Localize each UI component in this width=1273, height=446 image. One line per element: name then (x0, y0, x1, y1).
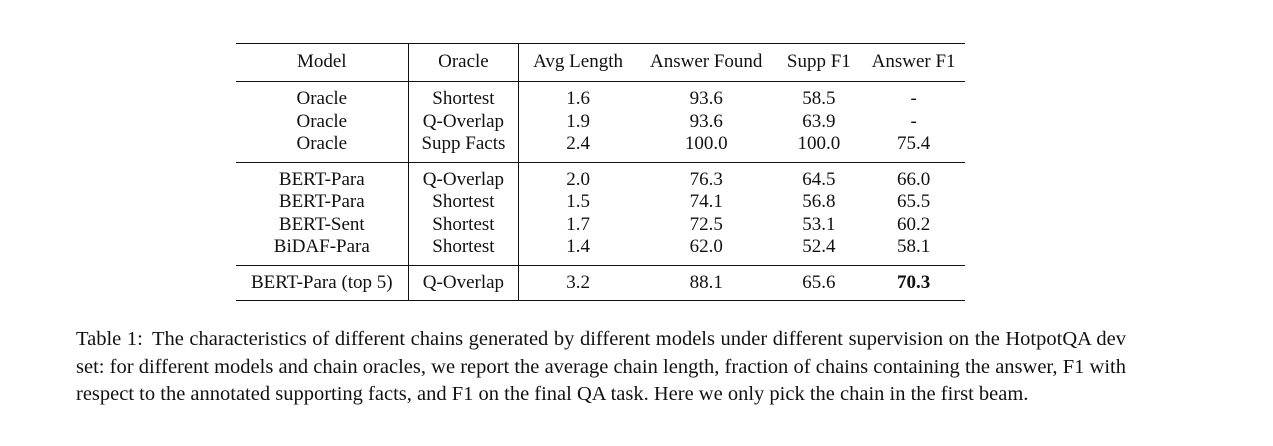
table-row: Oracle Shortest 1.6 93.6 58.5 - (236, 81, 965, 111)
cell-model: Oracle (236, 110, 409, 133)
cell-supp-f1: 63.9 (802, 110, 836, 132)
cell-oracle: Shortest (408, 81, 520, 111)
table-row: BERT-Para Shortest 1.5 74.1 56.8 65.5 (236, 191, 965, 214)
cell-answer-f1: - (910, 88, 917, 109)
cell-supp-f1: 100.0 (797, 133, 841, 154)
cell-supp-f1: 53.1 (802, 213, 836, 235)
cell-oracle: Q-Overlap (408, 162, 520, 191)
cell-avg-length: 1.9 (566, 110, 590, 132)
table-row: Oracle Q-Overlap 1.9 93.6 63.9 - (236, 110, 965, 133)
cell-answer-found: 100.0 (684, 133, 728, 154)
cell-oracle: Q-Overlap (408, 110, 520, 133)
cell-answer-f1: - (910, 110, 917, 132)
cell-answer-found: 76.3 (689, 168, 723, 190)
cell-supp-f1: 52.4 (802, 236, 836, 257)
cell-answer-found: 93.6 (689, 110, 723, 132)
header-answer-f1: Answer F1 (871, 51, 956, 73)
cell-answer-found: 72.5 (689, 213, 723, 235)
cell-avg-length: 1.5 (566, 191, 590, 212)
table-row: BiDAF-Para Shortest 1.4 62.0 52.4 58.1 (236, 236, 965, 265)
cell-avg-length: 3.2 (566, 271, 590, 293)
cell-model: BERT-Para (top 5) (236, 265, 409, 301)
header-avg-length: Avg Length (533, 51, 623, 73)
table-row: Oracle Supp Facts 2.4 100.0 100.0 75.4 (236, 133, 965, 162)
header-oracle: Oracle (408, 43, 520, 82)
cell-model: BERT-Para (236, 191, 409, 214)
cell-avg-length: 1.6 (566, 88, 590, 109)
cell-oracle: Q-Overlap (408, 265, 520, 301)
table-row: BERT-Sent Shortest 1.7 72.5 53.1 60.2 (236, 213, 965, 236)
cell-answer-found: 93.6 (689, 88, 723, 109)
cell-oracle: Shortest (408, 236, 520, 265)
cell-model: BERT-Para (236, 162, 409, 191)
cell-supp-f1: 58.5 (802, 88, 836, 109)
cell-answer-f1: 66.0 (896, 168, 931, 190)
group-oracle: Oracle Shortest 1.6 93.6 58.5 - Oracle Q… (236, 81, 965, 162)
group-models: BERT-Para Q-Overlap 2.0 76.3 64.5 66.0 B… (236, 162, 965, 265)
cell-oracle: Supp Facts (408, 133, 520, 162)
cell-answer-f1-best: 70.3 (896, 271, 931, 293)
group-top5: BERT-Para (top 5) Q-Overlap 3.2 88.1 65.… (236, 265, 965, 301)
caption-text: The characteristics of different chains … (76, 328, 1126, 405)
cell-oracle: Shortest (408, 191, 520, 214)
cell-model: BiDAF-Para (236, 236, 409, 265)
header-model: Model (236, 43, 409, 82)
cell-answer-found: 74.1 (689, 191, 723, 212)
table-row: BERT-Para (top 5) Q-Overlap 3.2 88.1 65.… (236, 265, 965, 301)
cell-supp-f1: 64.5 (802, 168, 836, 190)
cell-answer-f1: 65.5 (896, 191, 931, 212)
cell-supp-f1: 65.6 (802, 271, 836, 293)
cell-supp-f1: 56.8 (802, 191, 836, 212)
cell-oracle: Shortest (408, 213, 520, 236)
results-table: Model Oracle Avg Length Answer Found Sup… (236, 43, 965, 301)
caption-label: Table 1: (76, 328, 143, 350)
cell-avg-length: 1.4 (566, 236, 590, 257)
header-answer-found: Answer Found (649, 51, 763, 73)
cell-answer-found: 88.1 (689, 271, 723, 293)
cell-answer-f1: 60.2 (896, 213, 931, 235)
cell-avg-length: 2.4 (566, 133, 590, 154)
cell-answer-found: 62.0 (689, 236, 723, 257)
cell-model: BERT-Sent (236, 213, 409, 236)
table-row: BERT-Para Q-Overlap 2.0 76.3 64.5 66.0 (236, 162, 965, 191)
cell-model: Oracle (236, 81, 409, 111)
cell-model: Oracle (236, 133, 409, 162)
header-supp-f1: Supp F1 (786, 51, 851, 73)
table-caption: Table 1: The characteristics of differen… (76, 326, 1126, 409)
cell-avg-length: 1.7 (566, 213, 590, 235)
cell-answer-f1: 75.4 (896, 133, 931, 154)
cell-answer-f1: 58.1 (896, 236, 931, 257)
cell-avg-length: 2.0 (566, 168, 590, 190)
header-row: Model Oracle Avg Length Answer Found Sup… (236, 43, 965, 82)
table-header: Model Oracle Avg Length Answer Found Sup… (236, 43, 965, 82)
